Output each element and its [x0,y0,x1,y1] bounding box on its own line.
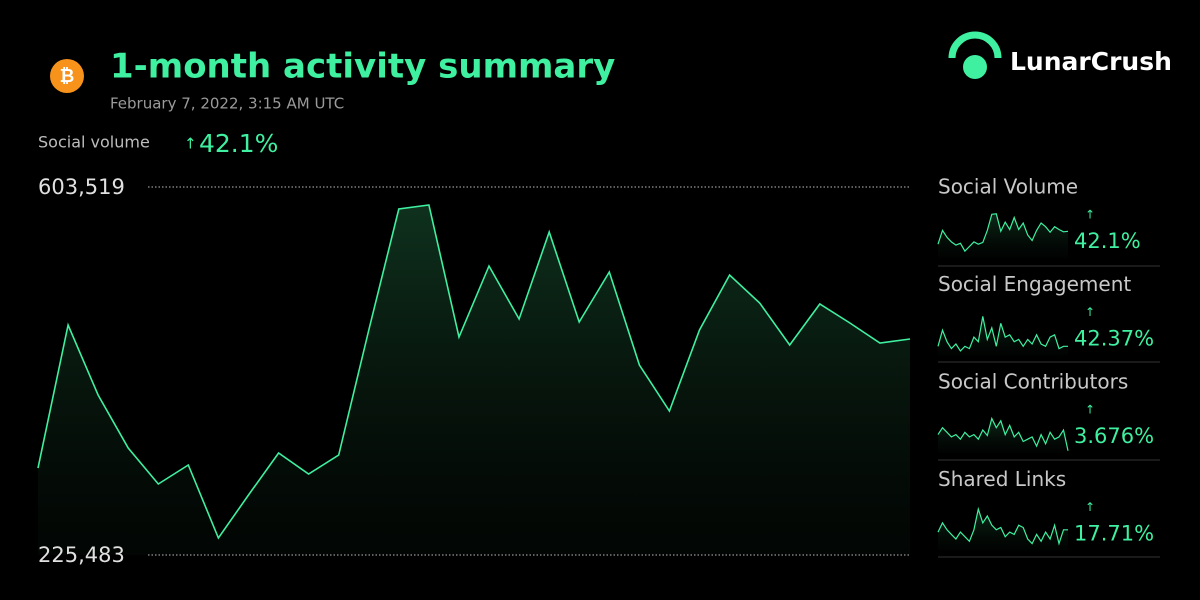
svg-text:₿: ₿ [60,66,75,87]
title: 1-month activity summary [110,47,615,87]
y-tick-label: 603,519 [38,175,125,199]
bitcoin-icon: ₿ [50,59,84,93]
panel-separators [938,265,1160,558]
sparkline [937,416,1069,451]
area-fill [938,213,1068,258]
metric-change: 42.1% [1074,229,1141,253]
main-line [37,204,911,540]
area-fill [938,509,1068,551]
up-arrow: ↑ [1085,500,1095,514]
brand-name: LunarCrush [1010,47,1172,76]
up-arrow: ↑ [1085,305,1095,319]
summary-label: Social volume [38,133,150,152]
sparkline [937,506,1068,546]
summary-change: 42.1% [199,129,278,158]
up-arrow: ↑ [184,135,197,153]
metric-change: 3.676% [1074,424,1154,448]
area-fill [38,205,910,555]
up-arrow: ↑ [1085,403,1095,417]
metric-name: Social Contributors [938,370,1128,394]
y-tick-label: 225,483 [38,543,125,567]
metric-name: Shared Links [938,467,1066,491]
area-fill [938,316,1068,356]
up-arrow: ↑ [1085,208,1095,222]
metric-name: Social Engagement [938,272,1131,296]
metric-change: 42.37% [1074,327,1154,351]
brand-logo [948,31,1002,79]
sparkline [937,316,1068,352]
metric-change: 17.71% [1074,522,1154,546]
subtitle: February 7, 2022, 3:15 AM UTC [110,95,344,113]
metric-name: Social Volume [938,175,1078,199]
sparkline [937,213,1069,253]
